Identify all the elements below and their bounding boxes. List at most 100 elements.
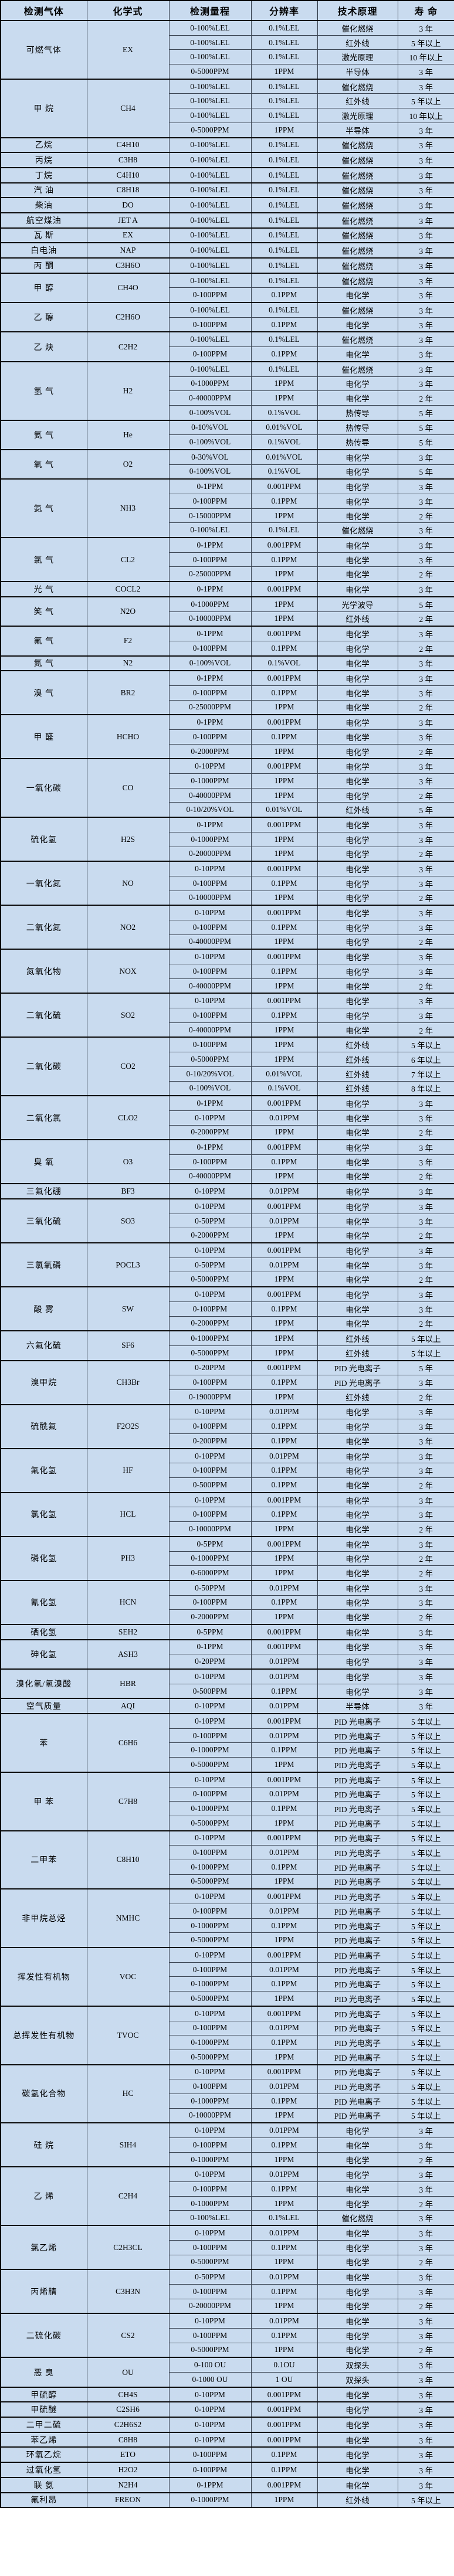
gas-row: 0-1000PPM 0.1PPM PID 光电离子 5 年以上 <box>1 2035 454 2050</box>
principle-cell: 电化学 <box>317 670 398 686</box>
principle-cell: 电化学 <box>317 1124 398 1140</box>
formula-cell: BF3 <box>86 1183 170 1199</box>
resolution-cell: 0.001PPM <box>250 1888 318 1905</box>
gas-row: 汽 油 C8H18 0-100%LEL 0.1%LEL 催化燃烧 3 年 <box>0 182 454 198</box>
gas-row: 0-1000PPM 0.1PPM PID 光电离子 5 年以上 <box>1 1976 454 1992</box>
principle-cell: 电化学 <box>317 2269 398 2285</box>
range-cell: 0-100PPM <box>168 1419 252 1434</box>
range-cell: 0-5000PPM <box>168 2254 252 2270</box>
formula-cell: N2 <box>86 655 170 671</box>
resolution-cell: 0.1PPM <box>250 494 318 509</box>
range-cell: 0-10PPM <box>168 1830 252 1846</box>
resolution-cell: 1PPM <box>250 2492 318 2508</box>
lifespan-cell: 2 年 <box>397 699 454 715</box>
lifespan-cell: 5 年 <box>397 596 454 612</box>
resolution-cell: 0.001PPM <box>250 1242 318 1258</box>
gas-row: 0-100PPM 0.01PPM PID 光电离子 5 年以上 <box>1 1904 454 1919</box>
resolution-cell: 0.01%VOL <box>250 1066 318 1082</box>
resolution-cell: 0.1PPM <box>250 919 318 935</box>
resolution-cell: 0.1PPM <box>250 729 318 745</box>
lifespan-cell: 3 年 <box>397 302 454 318</box>
lifespan-cell: 3 年 <box>397 478 454 495</box>
gas-row: 甲 醇 CH4O 0-100%LEL 0.1%LEL 催化燃烧 3 年 <box>0 272 454 303</box>
principle-cell: 电化学 <box>317 905 398 920</box>
principle-cell: 电化学 <box>317 758 398 774</box>
lifespan-cell: 3 年 <box>397 2401 454 2418</box>
range-cell: 0-100%VOL <box>168 405 252 421</box>
lifespan-cell: 5 年以上 <box>397 1859 454 1875</box>
principle-cell: 催化燃烧 <box>317 19 398 36</box>
range-cell: 0-1PPM <box>168 1639 252 1655</box>
resolution-cell: 0.1PPM <box>250 552 318 567</box>
resolution-cell: 0.1PPM <box>250 1419 318 1434</box>
principle-cell: 电化学 <box>317 1213 398 1229</box>
lifespan-cell: 3 年 <box>397 197 454 213</box>
gas-spec-sheet: 检测气体 化学式 检测量程 分辨率 技术原理 寿 命 可燃气体 EX 0-100%L… <box>0 0 454 2509</box>
range-cell: 0-10/20%VOL <box>168 1066 252 1082</box>
gas-row: 氮氧化物 NOX 0-10PPM 0.001PPM 电化学 3 年 <box>0 949 454 994</box>
resolution-cell: 0.1%LEL <box>250 361 318 377</box>
resolution-cell: 1PPM <box>250 787 318 803</box>
principle-cell: 电化学 <box>317 685 398 701</box>
range-cell: 0-100%LEL <box>168 182 252 198</box>
gas-name-cell: 二硫化碳 <box>0 2313 87 2358</box>
formula-cell: CO2 <box>86 1036 170 1096</box>
resolution-cell: 1PPM <box>250 1124 318 1140</box>
gas-row: 二氧化硫 SO2 0-10PPM 0.001PPM 电化学 3 年 <box>0 993 454 1038</box>
lifespan-cell: 5 年以上 <box>397 2049 454 2065</box>
range-cell: 0-10PPM <box>168 1491 252 1508</box>
range-cell: 0-20PPM <box>168 1654 252 1670</box>
formula-cell: SEH2 <box>86 1623 170 1640</box>
header-lifespan: 寿 命 <box>397 0 454 21</box>
principle-cell: 电化学 <box>317 1286 398 1302</box>
range-cell: 0-5000PPM <box>168 1052 252 1067</box>
resolution-cell: 1 OU <box>250 2371 318 2388</box>
lifespan-cell: 3 年 <box>397 1491 454 1508</box>
range-cell: 0-50PPM <box>168 1579 252 1596</box>
lifespan-cell: 5 年以上 <box>397 1888 454 1905</box>
resolution-cell: 0.01PPM <box>250 1213 318 1229</box>
lifespan-cell: 3 年 <box>397 2225 454 2241</box>
range-cell: 0-100%LEL <box>168 197 252 213</box>
lifespan-cell: 3 年 <box>397 1433 454 1449</box>
gas-name-cell: 二甲二硫 <box>0 2417 87 2433</box>
lifespan-cell: 5 年以上 <box>397 2005 454 2021</box>
lifespan-cell: 3 年 <box>397 875 454 891</box>
principle-cell: 激光原理 <box>317 108 398 123</box>
principle-cell: 电化学 <box>317 640 398 657</box>
gas-row: 0-200PPM 0.1PPM 电化学 3 年 <box>1 1433 454 1449</box>
range-cell: 0-1000PPM <box>168 2152 252 2167</box>
resolution-cell: 0.01PPM <box>250 1904 318 1919</box>
resolution-cell: 1PPM <box>250 1609 318 1625</box>
principle-cell: 催化燃烧 <box>317 137 398 153</box>
principle-cell: 电化学 <box>317 2313 398 2329</box>
resolution-cell: 0.001PPM <box>250 1198 318 1214</box>
gas-name-cell: 环氧乙烷 <box>0 2446 87 2463</box>
principle-cell: 电化学 <box>317 875 398 891</box>
gas-row: 丙烷 C3H8 0-100%LEL 0.1%LEL 催化燃烧 3 年 <box>0 152 454 168</box>
gas-row: 0-40000PPM 1PPM 电化学 2 年 <box>1 1168 454 1184</box>
principle-cell: PID 光电离子 <box>317 1845 398 1860</box>
range-cell: 0-10PPM <box>168 1198 252 1214</box>
gas-row: 0-100PPM 0.1PPM 电化学 3 年 <box>1 729 454 745</box>
lifespan-cell: 3 年 <box>397 1008 454 1023</box>
principle-cell: PID 光电离子 <box>317 2035 398 2050</box>
resolution-cell: 0.1%VOL <box>250 655 318 671</box>
gas-row: 甲 苯 C7H8 0-10PPM 0.001PPM PID 光电离子 5 年以上 <box>0 1771 454 1831</box>
resolution-cell: 1PPM <box>250 1168 318 1184</box>
lifespan-cell: 3 年 <box>397 1623 454 1640</box>
range-cell: 0-1000PPM <box>168 596 252 612</box>
principle-cell: 电化学 <box>317 2386 398 2402</box>
formula-cell: F2O2S <box>86 1403 170 1449</box>
principle-cell: 催化燃烧 <box>317 257 398 274</box>
lifespan-cell: 5 年以上 <box>397 1845 454 1860</box>
range-cell: 0-10PPM <box>168 1286 252 1302</box>
range-cell: 0-10PPM <box>168 1447 252 1464</box>
principle-cell: 电化学 <box>317 1183 398 1199</box>
formula-cell: CLO2 <box>86 1095 170 1140</box>
principle-cell: 电化学 <box>317 1228 398 1243</box>
principle-cell: PID 光电离子 <box>317 1713 398 1729</box>
lifespan-cell: 2 年 <box>397 890 454 906</box>
lifespan-cell: 3 年 <box>397 1654 454 1670</box>
gas-row: 硫酰氟 F2O2S 0-10PPM 0.01PPM 电化学 3 年 <box>0 1403 454 1449</box>
